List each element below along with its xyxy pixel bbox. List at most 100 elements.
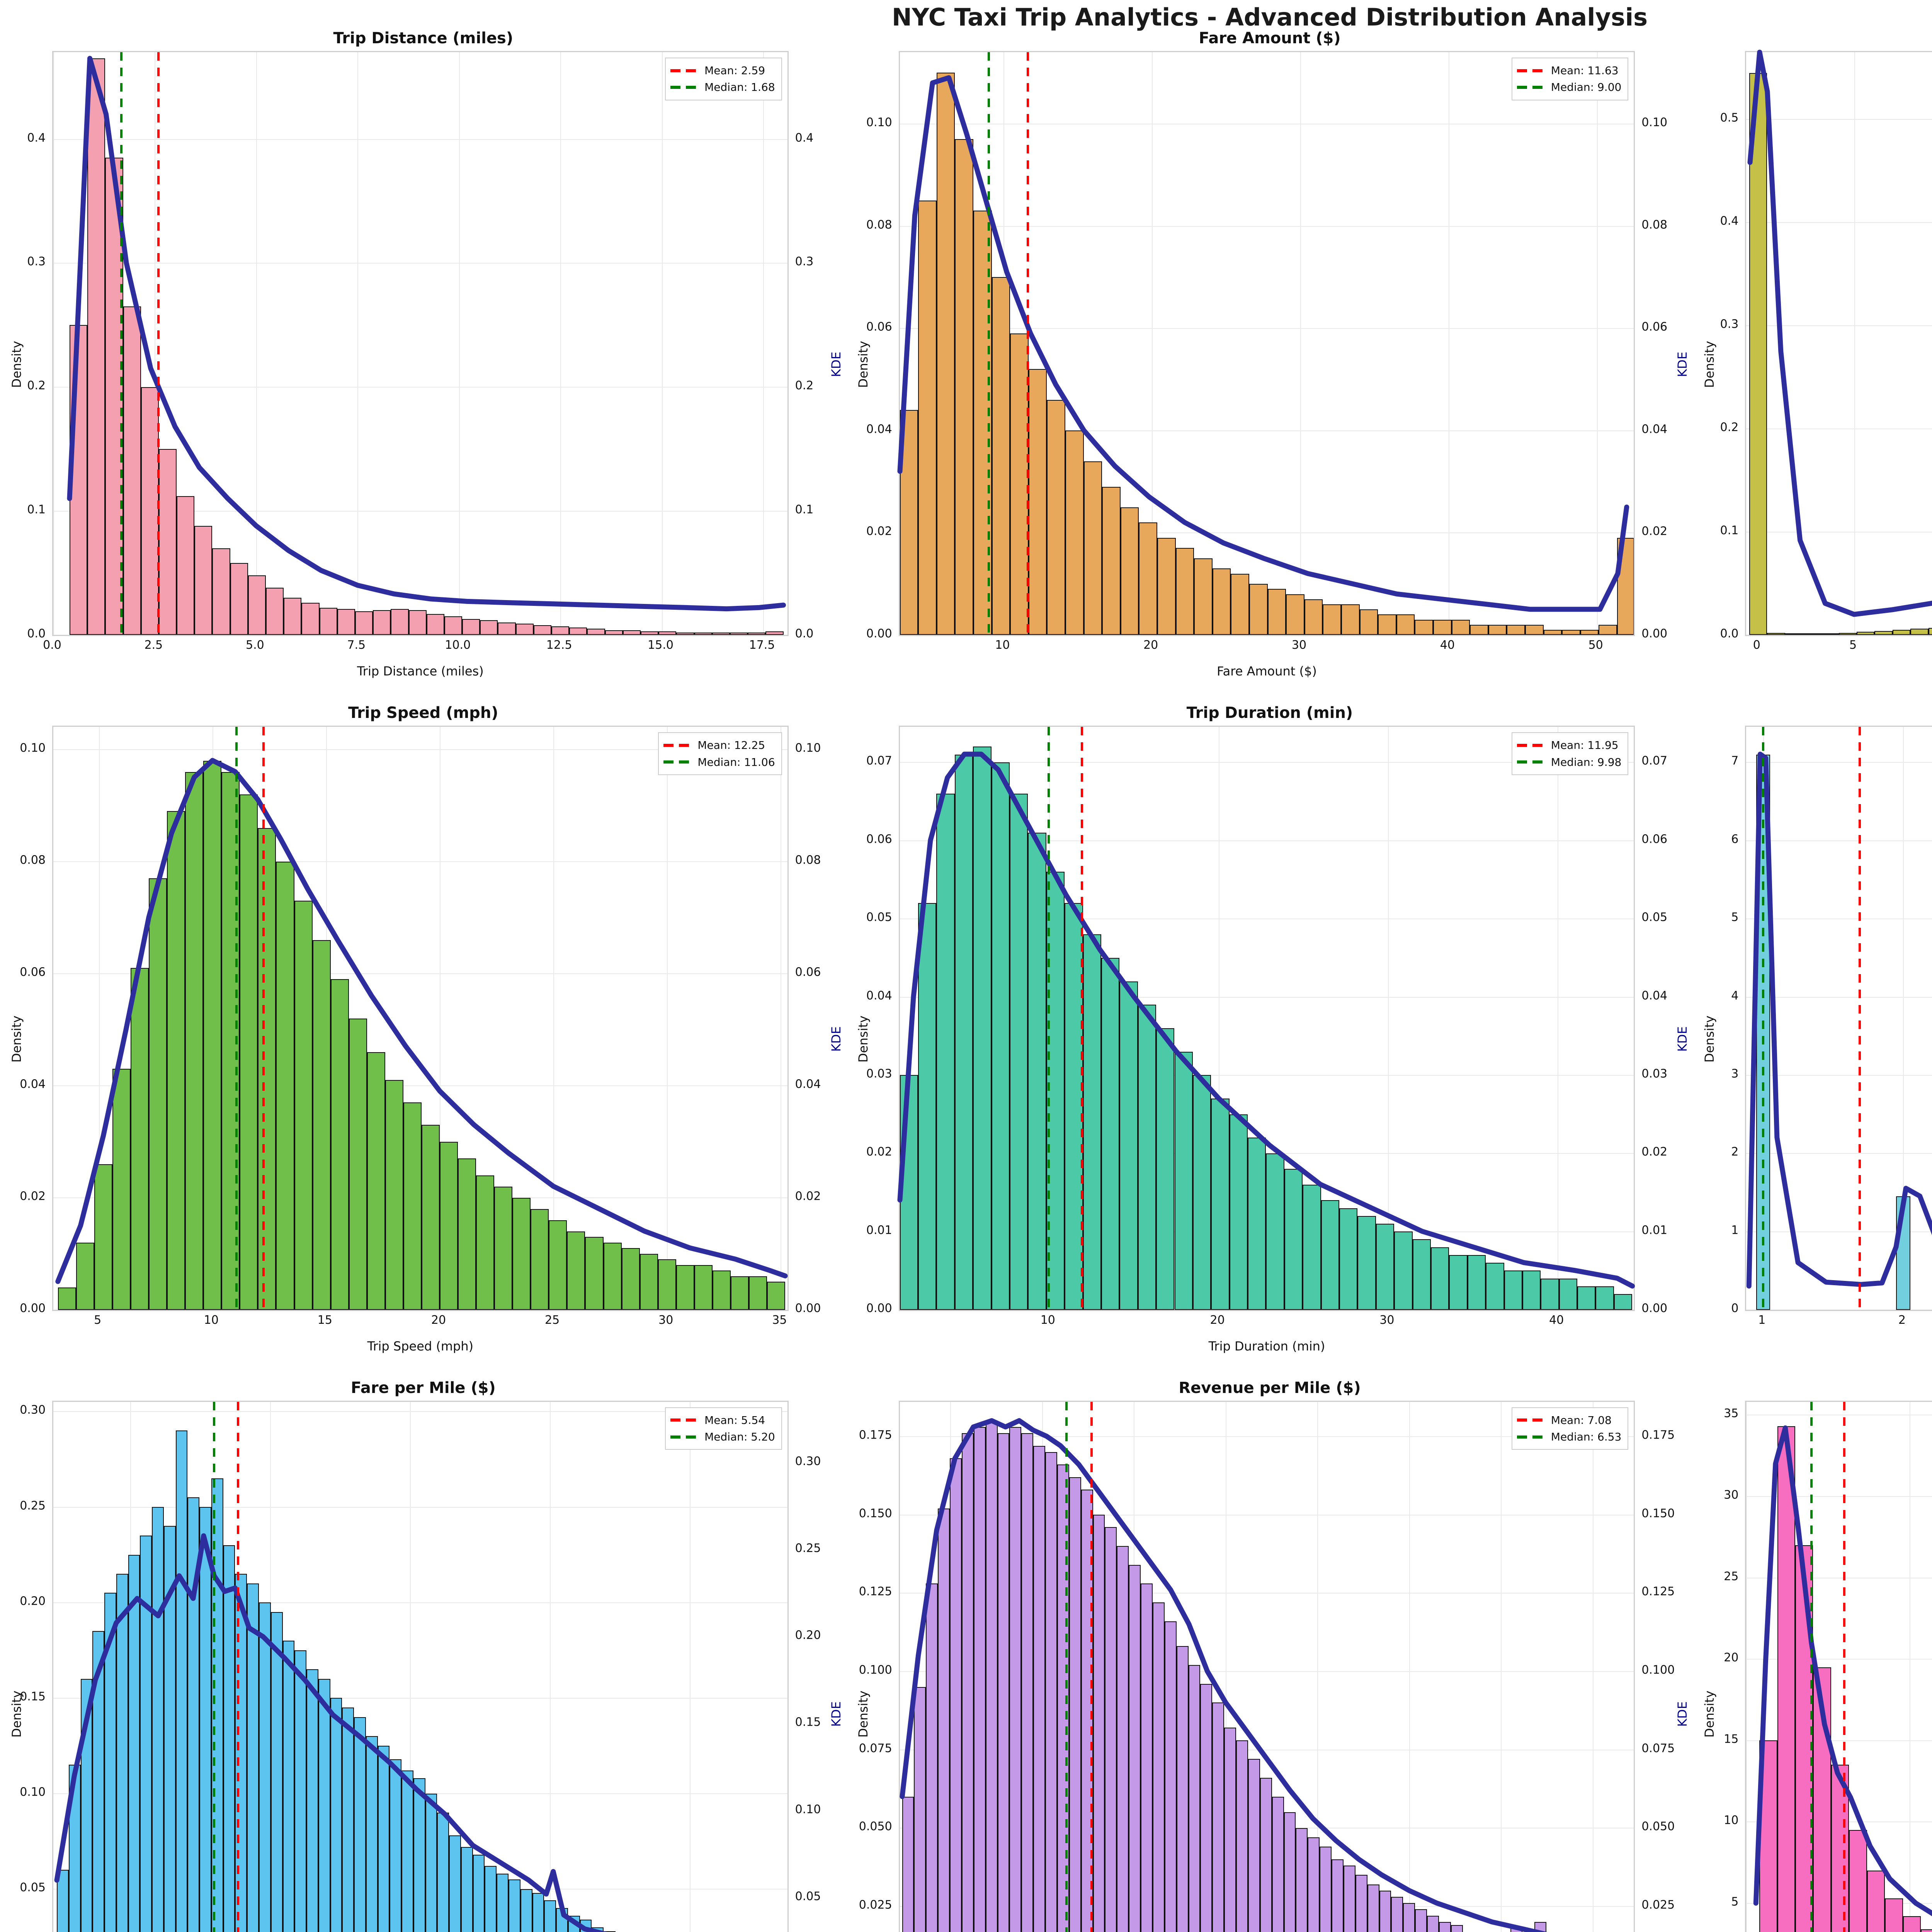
histogram-bars bbox=[900, 727, 1634, 1310]
x-tick-label: 5 bbox=[94, 1313, 102, 1327]
histogram-bar bbox=[1857, 632, 1875, 635]
kde-curve bbox=[900, 1418, 1548, 1932]
x-tick-label: 10.0 bbox=[445, 638, 471, 652]
histogram-bar bbox=[1928, 628, 1932, 635]
histogram-bar bbox=[1359, 609, 1378, 635]
y-tick-label: 0.30 bbox=[20, 1403, 46, 1417]
histogram-bar bbox=[603, 1242, 622, 1310]
legend-label: Median: 9.98 bbox=[1551, 755, 1622, 769]
kde-axis-ticks: 0.000.050.100.150.200.250.30 bbox=[791, 1401, 847, 1932]
histogram-bar bbox=[544, 1900, 556, 1932]
histogram-bar bbox=[1174, 1051, 1193, 1310]
histogram-bar bbox=[349, 1018, 367, 1310]
histogram-bar bbox=[367, 1052, 385, 1310]
subplot-8: Revenue per Mile ($) Mean: 7.08 Median: 6.… bbox=[847, 1377, 1693, 1932]
histogram-bar bbox=[354, 1717, 366, 1932]
legend: Mean: 5.54 Median: 5.20 bbox=[665, 1407, 782, 1450]
histogram-bar bbox=[1391, 1897, 1403, 1932]
histogram-bar bbox=[1212, 1702, 1225, 1932]
legend: Mean: 11.95 Median: 9.98 bbox=[1511, 732, 1629, 776]
histogram-bar bbox=[1047, 400, 1066, 635]
histogram-bar bbox=[462, 619, 480, 635]
histogram-bar bbox=[94, 1164, 112, 1310]
x-tick-label: 1 bbox=[1758, 1313, 1766, 1327]
y-tick-label: 5 bbox=[1731, 910, 1739, 924]
kde-tick-label: 0.100 bbox=[1641, 1663, 1675, 1677]
histogram-bar bbox=[449, 1835, 461, 1932]
histogram-bar bbox=[1069, 1477, 1081, 1932]
subplot-6: Passenger Count Mean: 1.69Median: 1.00 1 2 3… bbox=[1693, 702, 1932, 1376]
median-dash-icon bbox=[1517, 1435, 1546, 1439]
histogram-bar bbox=[1504, 1270, 1522, 1310]
y-axis-label: Density bbox=[9, 1015, 24, 1063]
histogram-bar bbox=[1101, 957, 1120, 1310]
plot-area: Mean: 12.25 Median: 11.06 bbox=[52, 726, 789, 1311]
histogram-bar bbox=[105, 158, 123, 635]
histogram-bar bbox=[1595, 1286, 1614, 1310]
legend-item-mean: Mean: 7.08 bbox=[1517, 1412, 1622, 1429]
y-tick-label: 2 bbox=[1731, 1145, 1739, 1159]
y-tick-label: 0.03 bbox=[866, 1067, 892, 1081]
histogram-bar bbox=[1065, 430, 1084, 635]
x-axis-ticks: 5 10 15 20 25 30 35 bbox=[52, 1311, 789, 1334]
histogram-bar bbox=[1296, 1828, 1308, 1932]
kde-tick-label: 0.10 bbox=[1641, 116, 1668, 129]
histogram-bar bbox=[337, 609, 355, 635]
histogram-bar bbox=[319, 607, 337, 635]
histogram-bar bbox=[1433, 619, 1452, 635]
histogram-bar bbox=[58, 1287, 76, 1310]
plot-area: Mean: 1.69Median: 1.00 bbox=[1745, 726, 1932, 1311]
kde-curve bbox=[897, 752, 1635, 1289]
histogram-bar bbox=[1028, 832, 1046, 1310]
kde-axis-ticks: 0.00 0.02 0.04 0.06 0.08 0.10 bbox=[791, 726, 847, 1315]
x-tick-label: 17.5 bbox=[749, 638, 775, 652]
histogram-bar bbox=[1284, 1812, 1296, 1932]
histogram-bar bbox=[1357, 1216, 1376, 1310]
histogram-bar bbox=[1229, 1114, 1248, 1310]
histogram-bar bbox=[622, 630, 641, 635]
y-axis-label: Density bbox=[1702, 1015, 1717, 1063]
histogram-bar bbox=[240, 794, 258, 1310]
subplot-title: Trip Duration (min) bbox=[1186, 704, 1353, 722]
histogram-bar bbox=[973, 747, 992, 1310]
subplot-title: Fare per Mile ($) bbox=[350, 1379, 496, 1397]
histogram-bar bbox=[294, 1650, 307, 1932]
histogram-bar bbox=[1045, 1452, 1057, 1932]
subplot-title: Revenue per Mile ($) bbox=[1179, 1379, 1361, 1397]
histogram-bar bbox=[426, 614, 444, 635]
kde-tick-label: 0.08 bbox=[1641, 218, 1668, 232]
histogram-bar bbox=[389, 1759, 402, 1932]
y-tick-label: 0.1 bbox=[27, 503, 46, 517]
x-axis-label: Trip Distance (miles) bbox=[357, 664, 484, 679]
kde-tick-label: 0.07 bbox=[1641, 754, 1668, 768]
histogram-bar bbox=[748, 632, 766, 635]
histogram-bar bbox=[621, 1248, 640, 1310]
histogram-bar bbox=[223, 1545, 235, 1932]
kde-axis-ticks: 0.00 0.02 0.04 0.06 0.08 0.10 bbox=[1637, 51, 1693, 641]
histogram-bar bbox=[1427, 1915, 1439, 1932]
x-tick-label: 30 bbox=[1291, 638, 1307, 652]
x-axis-label: Trip Speed (mph) bbox=[367, 1338, 474, 1354]
kde-tick-label: 0.10 bbox=[795, 1803, 821, 1816]
histogram-bar bbox=[391, 609, 409, 635]
histogram-bar bbox=[567, 1231, 585, 1310]
histogram-bar bbox=[569, 628, 587, 635]
histogram-bar bbox=[1903, 1916, 1921, 1932]
kde-tick-label: 0.06 bbox=[795, 965, 821, 979]
x-axis-ticks: 10 20 30 40 50 bbox=[899, 636, 1635, 659]
y-axis-label: Density bbox=[1702, 341, 1717, 388]
histogram-bar bbox=[1164, 1621, 1177, 1932]
y-tick-label: 0.00 bbox=[866, 627, 892, 641]
y-tick-label: 0.04 bbox=[866, 989, 892, 1003]
histogram-bar bbox=[497, 1874, 509, 1932]
subplot-1: Trip Distance (miles) Mean: 2.59 Median: 1… bbox=[0, 27, 847, 702]
kde-tick-label: 0.00 bbox=[1641, 1301, 1668, 1315]
legend: Mean: 12.25 Median: 11.06 bbox=[658, 732, 782, 776]
subplot-grid: Trip Distance (miles) Mean: 2.59 Median: 1… bbox=[0, 27, 1932, 1932]
histogram-bar bbox=[425, 1793, 437, 1932]
kde-axis-ticks: 0.0 0.1 0.2 0.3 0.4 bbox=[791, 51, 847, 640]
histogram-bar bbox=[1083, 461, 1102, 635]
histogram-bar bbox=[509, 1879, 520, 1932]
